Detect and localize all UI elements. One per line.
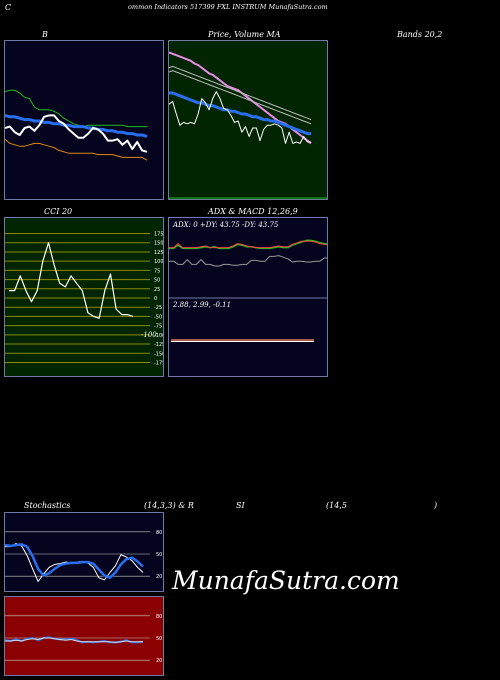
price-chart [169, 51, 327, 199]
b-value-line [5, 114, 148, 153]
rsi-label: SI [236, 501, 245, 510]
brand-watermark: MunafaSutra.com [172, 566, 400, 595]
rsi-tick-label: 20 [156, 658, 162, 664]
cci-tick-label: 75 [154, 268, 160, 274]
stochastics-chart: 80 50 20 [5, 530, 162, 582]
adx-macd-panel: ADX: 0 +DY: 43.75 -DY: 43.75 2.88, 2.99,… [168, 217, 328, 377]
cci-tick-label: 175 [154, 232, 164, 238]
rsi-average-line [5, 637, 143, 643]
rsi-close-paren: ) [434, 501, 438, 510]
middle-band-line [5, 113, 148, 138]
bollinger-b-panel [4, 40, 164, 200]
cci-panel: 175 150 125 100 75 50 25 0 -25 -50 -75 -100 -125 -150… [4, 217, 164, 377]
price-panel [168, 40, 328, 200]
lower-band-line [5, 138, 148, 161]
adx-line [169, 255, 327, 267]
bands-label: Bands 20,2 [397, 30, 443, 39]
rsi-params-label: (14,5 [326, 501, 347, 510]
stochastics-panel: 80 50 20 [4, 512, 164, 592]
bollinger-b-chart [5, 89, 148, 161]
stoch-tick-label: 50 [156, 552, 162, 558]
macd-readout: 2.88, 2.99, -0.11 [172, 301, 231, 309]
cci-tick-label: 100 [154, 259, 164, 265]
bollinger-b-label: B [42, 30, 48, 39]
minus-di-line [169, 240, 327, 249]
stochastics-params-label: (14,3,3) & R [144, 501, 194, 510]
ma-line-3 [169, 91, 311, 136]
cci-line [9, 242, 134, 319]
cci-tick-label: -75 [154, 324, 162, 330]
stochastics-label: Stochastics [24, 501, 71, 510]
cci-tick-label: 50 [154, 278, 160, 284]
cci-tick-label: -25 [154, 305, 162, 311]
chart-page-title: ommon Indicators 517399 FXL INSTRUM Muna… [128, 3, 328, 11]
upper-band-line [5, 89, 147, 128]
price-upper-line [169, 51, 312, 145]
cci-tick-label: 25 [154, 287, 160, 293]
rsi-panel: 80 50 20 [4, 596, 164, 676]
stoch-d-line [5, 543, 144, 579]
rsi-chart: 80 50 20 [5, 614, 162, 664]
cci-tick-label: 150 [154, 241, 164, 247]
cci-value-label: -100 [141, 331, 157, 339]
ma-line-1 [169, 65, 312, 121]
header-c-label: C [5, 3, 12, 12]
adx-readout: ADX: 0 +DY: 43.75 -DY: 43.75 [172, 221, 279, 229]
cci-tick-label: -100 [154, 333, 164, 339]
rsi-tick-label: 80 [156, 614, 162, 620]
cci-chart: 1751501251007550250-25-50-75-100-125-150… [5, 232, 164, 366]
cci-tick-label: -150 [154, 351, 164, 357]
price-close-line [169, 91, 311, 144]
cci-tick-label: -50 [154, 314, 162, 320]
cci-tick-label: 0 [154, 296, 157, 302]
adx-macd-chart: ADX: 0 +DY: 43.75 -DY: 43.75 2.88, 2.99,… [169, 221, 327, 342]
stoch-tick-label: 80 [156, 530, 162, 536]
cci-tick-label: -125 [154, 342, 164, 348]
adx-macd-label: ADX & MACD 12,26,9 [208, 207, 298, 216]
price-volume-ma-label: Price, Volume MA [208, 30, 281, 39]
rsi-tick-label: 50 [156, 636, 162, 642]
ma-line-2 [169, 70, 312, 125]
cci-tick-label: -175 [154, 360, 164, 366]
cci-tick-label: 125 [154, 250, 164, 256]
cci-label: CCI 20 [44, 207, 73, 216]
stoch-tick-label: 20 [156, 574, 162, 580]
